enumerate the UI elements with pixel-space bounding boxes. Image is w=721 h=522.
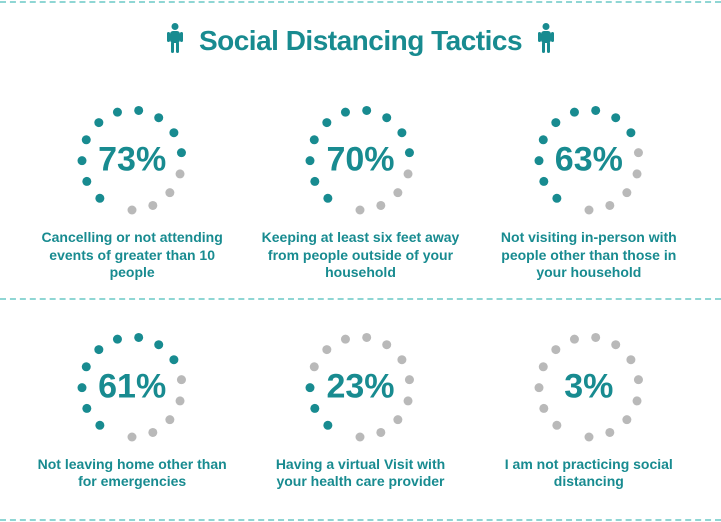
person-icon (536, 22, 556, 59)
stat-value: 70% (326, 141, 394, 180)
stat-label: Not visiting in-person with people other… (489, 229, 689, 282)
row-bottom: 61% Not leaving home other than for emer… (0, 304, 721, 499)
stat-value: 3% (564, 367, 613, 406)
dial: 70% (295, 95, 425, 225)
stat-label: Keeping at least six feet away from peop… (260, 229, 460, 282)
stat-value: 61% (98, 367, 166, 406)
stat-item: 70% Keeping at least six feet away from … (255, 95, 465, 282)
stat-label: I am not practicing social distancing (489, 456, 689, 491)
header: Social Distancing Tactics (0, 0, 721, 77)
top-border (0, 1, 721, 3)
stat-item: 73% Cancelling or not attending events o… (27, 95, 237, 282)
dial: 3% (524, 322, 654, 452)
dial: 61% (67, 322, 197, 452)
row-top: 73% Cancelling or not attending events o… (0, 77, 721, 290)
dial: 23% (295, 322, 425, 452)
stat-label: Not leaving home other than for emergenc… (32, 456, 232, 491)
bottom-border (0, 519, 721, 521)
person-icon (165, 22, 185, 59)
dial: 63% (524, 95, 654, 225)
stat-item: 61% Not leaving home other than for emer… (27, 322, 237, 491)
stat-label: Cancelling or not attending events of gr… (32, 229, 232, 282)
stat-item: 23% Having a virtual Visit with your hea… (255, 322, 465, 491)
stat-label: Having a virtual Visit with your health … (260, 456, 460, 491)
stat-value: 63% (555, 141, 623, 180)
stat-item: 3% I am not practicing social distancing (484, 322, 694, 491)
dial: 73% (67, 95, 197, 225)
row-divider (0, 298, 721, 300)
page-title: Social Distancing Tactics (199, 25, 522, 57)
stat-value: 73% (98, 141, 166, 180)
stat-value: 23% (326, 367, 394, 406)
stat-item: 63% Not visiting in-person with people o… (484, 95, 694, 282)
